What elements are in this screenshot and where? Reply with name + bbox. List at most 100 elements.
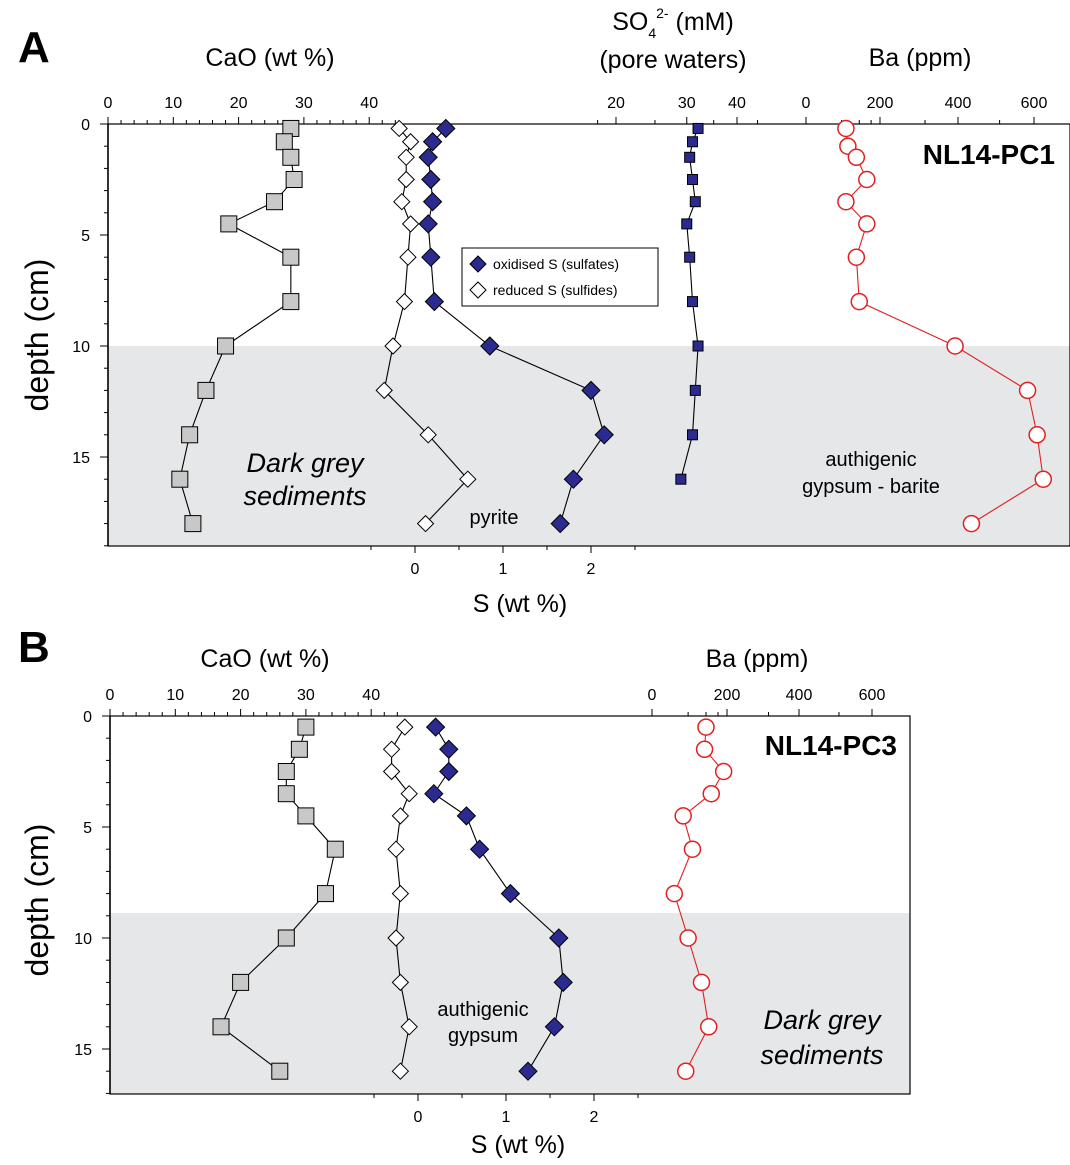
panel-b-cao-square-point — [277, 929, 295, 947]
panel-b-ba-tick-label: 0 — [648, 687, 657, 704]
panel-a-cao-square-point — [282, 248, 300, 266]
panel-a-depth-tick-label: 10 — [72, 339, 90, 356]
panel-b-s-diamond-filled-point — [456, 806, 477, 826]
panel-b-s-tick-label: 2 — [590, 1109, 599, 1126]
panel-b-ba-circle-open-point — [692, 973, 711, 992]
panel-b-ba-circle-open-point — [665, 884, 684, 903]
panel-b-ba-circle-open-point — [714, 762, 733, 781]
panel-a-s-diamond-filled-point — [421, 247, 441, 267]
panel-a-cao-axis-title: CaO (wt %) — [205, 44, 334, 72]
panel-b-cao-square-point — [326, 840, 344, 858]
panel-a-ba-circle-open-point — [858, 215, 876, 233]
panel-a-cao-tick-label: 0 — [104, 95, 113, 112]
panel-a-s-diamond-open-point — [401, 133, 420, 151]
panel-a-s-tick-label: 0 — [411, 561, 420, 578]
panel-b-s-diamond-open-point — [391, 973, 410, 992]
panel-a-cao-square-point — [220, 215, 238, 233]
panel-b-s-tick-label: 0 — [414, 1109, 423, 1126]
panel-b-s-diamond-open-point — [382, 762, 401, 781]
panel-a-cao-tick-label: 20 — [230, 95, 248, 112]
panel-b-depth-tick-label: 0 — [83, 709, 92, 726]
panel-b-cao-tick-label: 30 — [297, 687, 315, 704]
panel-b-s-diamond-filled-point — [549, 928, 569, 948]
panel-b-gypsum-label-2: gypsum — [448, 1025, 518, 1047]
panel-b-s-diamond-open-point — [387, 840, 405, 858]
panel-b-cao-tick-label: 10 — [166, 687, 184, 704]
panel-a-cao-square-point — [275, 133, 293, 151]
panel-a-cao-tick-label: 30 — [295, 95, 313, 112]
panel-a-so4-axis-title: SO42- (mM) — [612, 5, 734, 41]
legend-oxidised-label: oxidised S (sulfates) — [493, 256, 619, 272]
panel-a-ba-tick-label: 400 — [945, 95, 972, 112]
panel-a-s-diamond-filled-point — [581, 380, 601, 401]
panel-b-core-label: NL14-PC3 — [765, 730, 897, 761]
panel-a-ba-tick-label: 600 — [1021, 95, 1048, 112]
panel-b-s-diamond-open-point — [391, 807, 410, 825]
panel-b-sediment-label-1: Dark grey — [763, 1005, 882, 1035]
panel-a-so4-square-small-point — [689, 196, 701, 208]
panel-a-s-diamond-filled-point — [594, 425, 614, 445]
panel-b-cao-square-point — [277, 763, 295, 780]
panel-a-cao-square-point — [184, 515, 202, 533]
panel-a-cao-square-point — [171, 470, 189, 488]
panel-b-s-diamond-open-point — [391, 1062, 410, 1080]
panel-b-cao-square-point — [232, 973, 250, 991]
panel-a-ba-circle-open-point — [850, 292, 869, 311]
panel-b-s-diamond-filled-point — [500, 883, 521, 904]
panel-b-depth-tick-label: 15 — [74, 1042, 92, 1059]
panel-b-cao-square-point — [297, 718, 315, 736]
panel-a-pyrite-label: pyrite — [470, 507, 519, 529]
legend-box — [461, 247, 659, 307]
panel-a-cao-tick-label: 40 — [360, 95, 378, 112]
panel-a-s-diamond-open-point — [397, 148, 415, 167]
panel-b-s-diamond-filled-point — [439, 761, 459, 782]
panel-a-so4-tick-label: 40 — [728, 95, 746, 112]
panel-a-dark-sediment-shading — [108, 346, 1070, 546]
panel-b-ba-circle-open-point — [695, 740, 714, 759]
panel-a-s-diamond-open-point — [399, 248, 417, 266]
panel-b-sediment-label-2: sediments — [760, 1040, 883, 1070]
panel-a-cao-tick-label: 10 — [164, 95, 182, 112]
panel-b-y-axis-label: depth (cm) — [19, 824, 55, 977]
panel-b-s-diamond-filled-point — [544, 1017, 565, 1037]
panel-a-s-diamond-open-point — [375, 381, 393, 400]
panel-a-s-diamond-filled-point — [422, 132, 443, 152]
panel-a-sediment-label-2: sediments — [243, 481, 366, 511]
panel-b-cao-axis-title: CaO (wt %) — [200, 645, 329, 673]
panel-b-series — [212, 717, 733, 1081]
panel-a-so4-square-small-point — [681, 218, 693, 230]
panel-b-cao-square-point — [316, 885, 334, 903]
panel-a-depth-axis: 0 5 10 15 — [72, 117, 108, 547]
panel-a-ba-circle-open-point — [858, 170, 876, 189]
panel-a-cao-square-point — [285, 171, 303, 188]
panel-b-ba-tick-label: 600 — [859, 687, 886, 704]
panel-b-cao-square-point — [290, 740, 308, 758]
panel-a-ba-circle-open-point — [837, 119, 855, 138]
panel-a-s-diamond-filled-point — [480, 336, 500, 356]
panel-a-so4-square-small-point — [692, 122, 704, 134]
panel-b-ba-circle-open-point — [676, 1062, 695, 1080]
panel-a-so4-axis-subtitle: (pore waters) — [599, 46, 746, 74]
panel-b-cao-square-point — [212, 1018, 230, 1036]
panel-a-so4-square-small-point — [692, 340, 704, 352]
panel-a-s-diamond-filled-point — [436, 118, 456, 139]
panel-b-axes: 0 10 20 30 400 1 20 200 400 600 — [106, 687, 886, 1126]
panel-a-depth-tick-label: 5 — [81, 228, 90, 245]
panel-a-core-label: NL14-PC1 — [923, 139, 1055, 170]
panel-a-s-tick-label: 2 — [587, 561, 596, 578]
panel-b-s-diamond-open-point — [391, 884, 410, 903]
panel-b-cao-square-point — [297, 807, 315, 825]
panel-a-sediment-label-1: Dark grey — [246, 448, 365, 478]
panel-a-so4-tick-label: 30 — [678, 95, 696, 112]
panel-a-s-diamond-filled-point — [418, 214, 438, 234]
panel-b-s-diamond-open-point — [396, 718, 414, 736]
panel-b-ba-circle-open-point — [699, 1018, 718, 1036]
panel-a-axes: 0 10 20 30 400 1 220 30 40 0 200 400 600 — [104, 95, 1048, 578]
panel-a-s-diamond-open-point — [384, 337, 402, 355]
panel-a-s-diamond-open-point — [390, 119, 408, 138]
panel-b-s-diamond-open-point — [382, 740, 401, 759]
panel-a-s-diamond-filled-point — [563, 469, 584, 489]
panel-a-so4-square-small-point — [684, 251, 696, 263]
panel-a-gypsum-barite-label-2: gypsum - barite — [802, 476, 940, 498]
